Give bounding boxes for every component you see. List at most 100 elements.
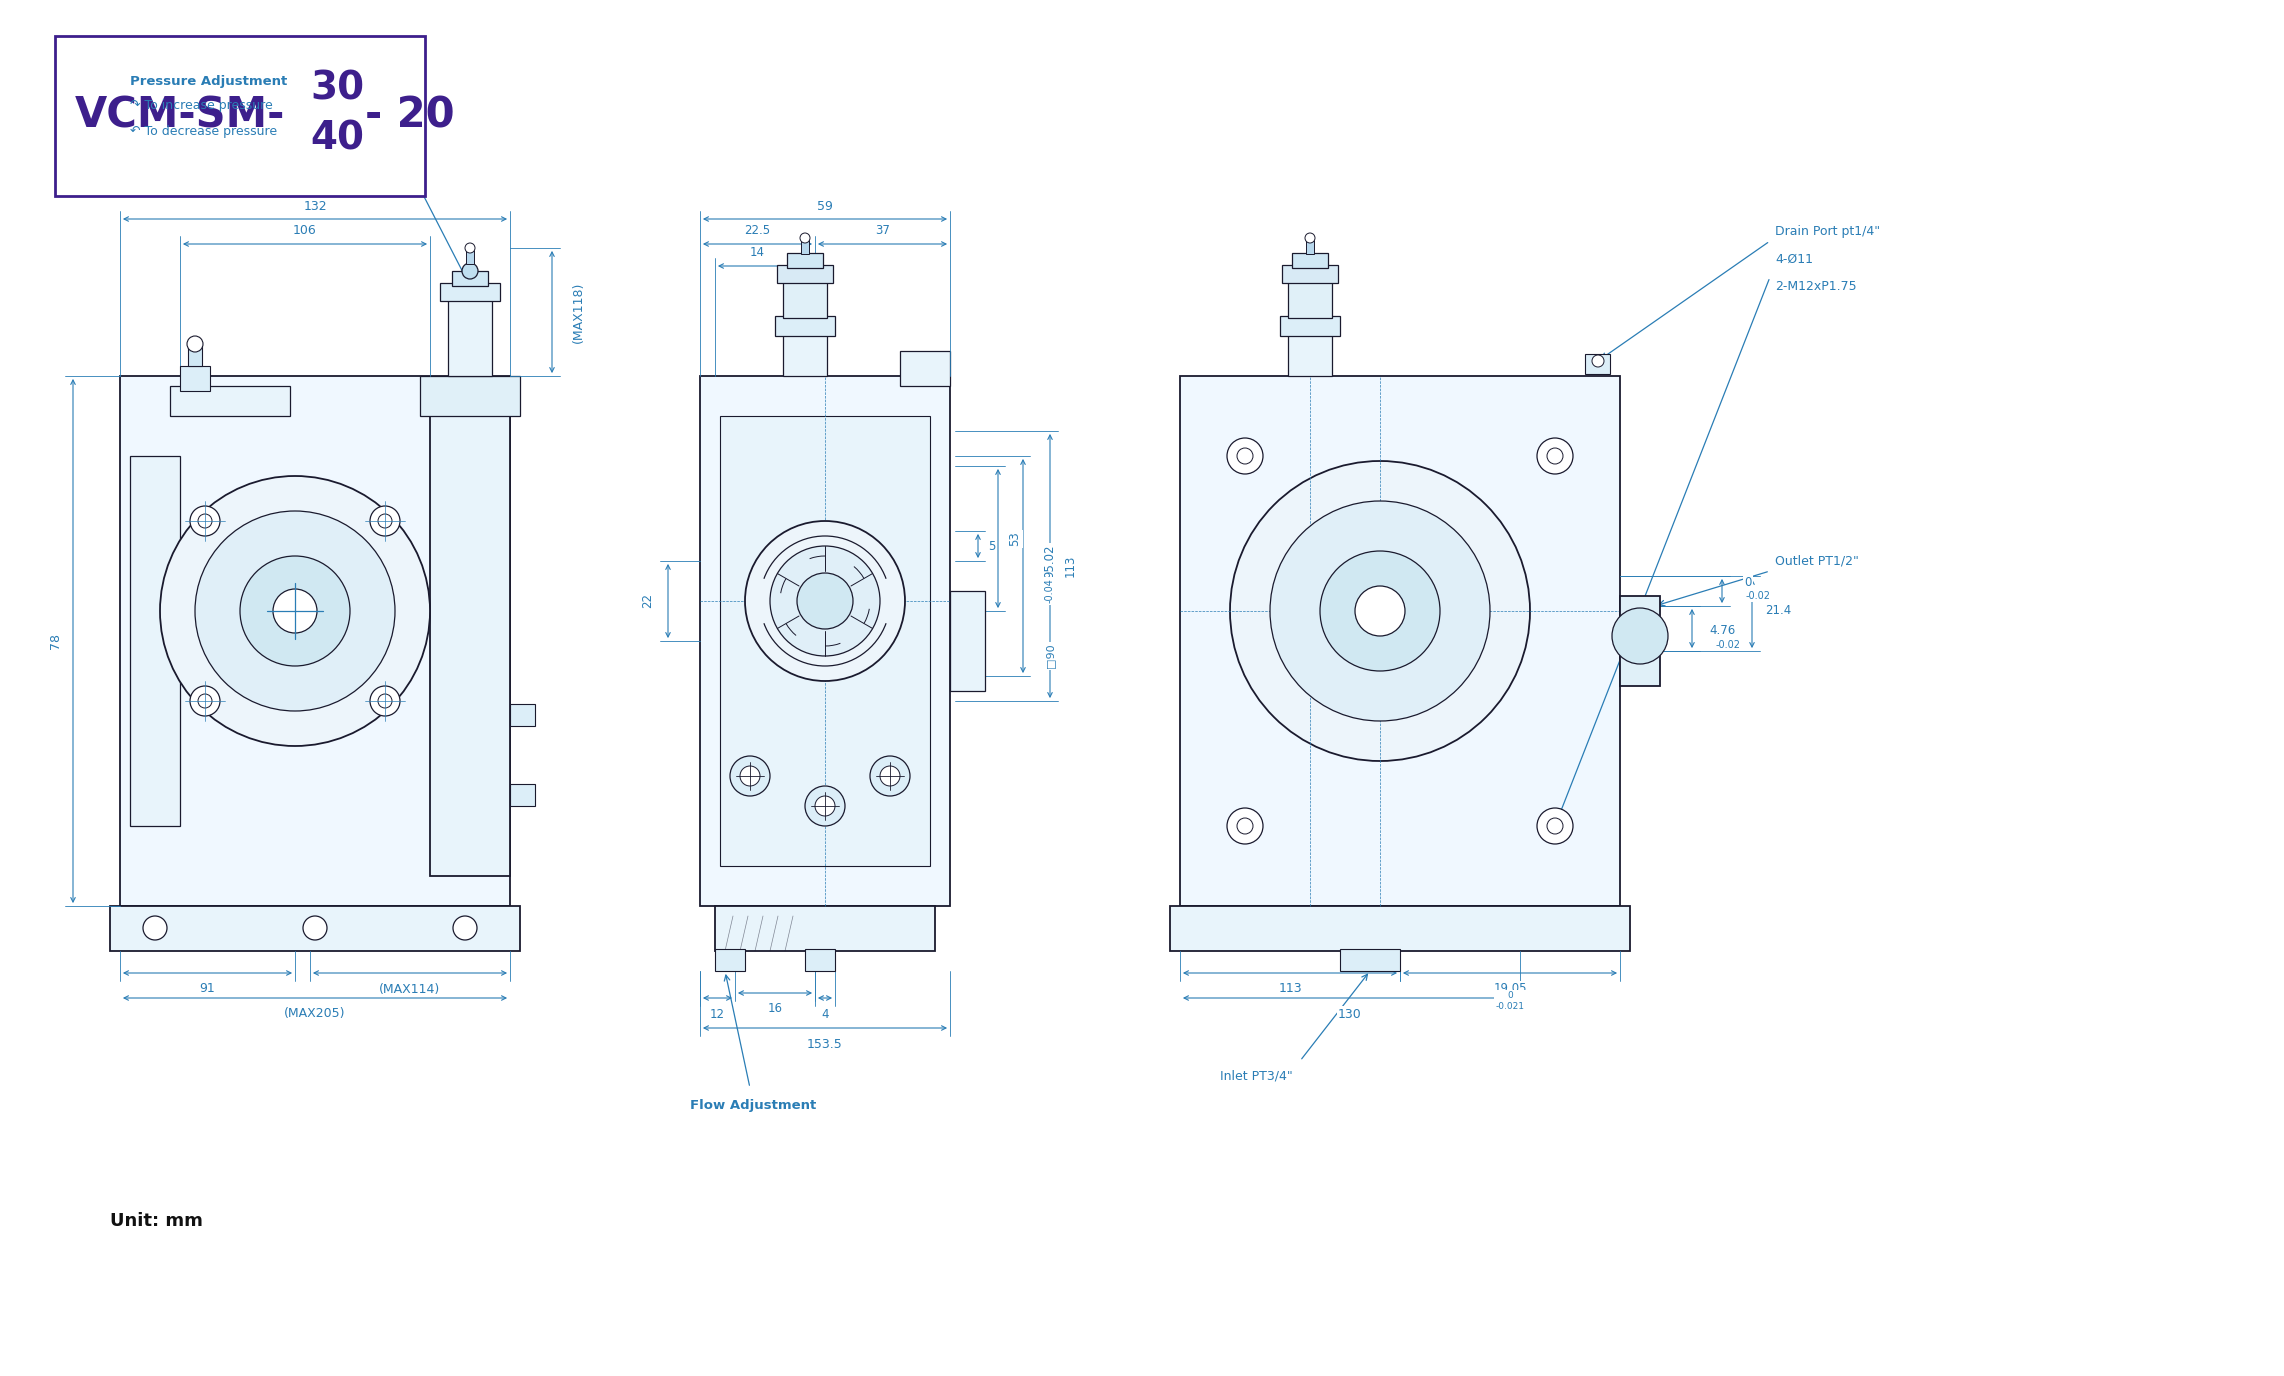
Circle shape — [1546, 817, 1562, 834]
Text: 2-M12xP1.75: 2-M12xP1.75 — [1775, 281, 1857, 293]
Text: 53: 53 — [1010, 531, 1021, 546]
Bar — [452, 271, 489, 286]
Circle shape — [370, 506, 400, 537]
Text: 40: 40 — [311, 118, 363, 157]
Text: 153.5: 153.5 — [806, 1038, 843, 1050]
Circle shape — [377, 694, 393, 709]
Circle shape — [1537, 438, 1574, 473]
Bar — [448, 296, 491, 376]
Circle shape — [452, 916, 477, 940]
Bar — [429, 406, 509, 877]
Bar — [1169, 905, 1631, 951]
Text: -0.04: -0.04 — [1046, 578, 1055, 604]
Circle shape — [1320, 550, 1439, 671]
Text: 4-Ø11: 4-Ø11 — [1775, 253, 1813, 266]
Text: ↶ To decrease pressure: ↶ To decrease pressure — [130, 124, 276, 138]
Bar — [1619, 596, 1660, 687]
Circle shape — [1546, 449, 1562, 464]
Text: 130: 130 — [1338, 1007, 1361, 1021]
Circle shape — [240, 556, 349, 666]
Circle shape — [1227, 808, 1263, 843]
Circle shape — [1304, 233, 1316, 244]
Text: Outlet PT1/2": Outlet PT1/2" — [1775, 555, 1859, 567]
Bar — [1288, 332, 1332, 376]
Text: □90: □90 — [1046, 644, 1055, 669]
Bar — [900, 351, 950, 387]
Bar — [777, 266, 834, 283]
Circle shape — [804, 786, 845, 826]
Text: 78: 78 — [48, 633, 62, 649]
Text: 22.5: 22.5 — [745, 224, 770, 238]
Bar — [1279, 316, 1341, 336]
Bar — [804, 949, 836, 971]
Bar — [783, 332, 827, 376]
Text: -0.02: -0.02 — [1715, 640, 1740, 649]
Circle shape — [1354, 586, 1405, 636]
Text: 30: 30 — [311, 69, 363, 107]
Bar — [466, 250, 475, 264]
Circle shape — [740, 766, 761, 786]
Bar — [715, 905, 934, 951]
Text: Pressure Adjustment: Pressure Adjustment — [130, 74, 288, 88]
Bar — [1293, 253, 1327, 268]
Circle shape — [304, 916, 327, 940]
Circle shape — [770, 546, 879, 656]
Circle shape — [745, 522, 904, 681]
Text: 91: 91 — [199, 982, 215, 995]
Circle shape — [1613, 608, 1667, 665]
Bar — [1181, 376, 1619, 905]
Circle shape — [1238, 817, 1254, 834]
Bar — [1288, 279, 1332, 318]
Text: (MAX114): (MAX114) — [379, 982, 441, 995]
Text: 132: 132 — [304, 200, 327, 212]
Circle shape — [199, 515, 212, 528]
Bar — [715, 949, 745, 971]
Text: VCM-SM-: VCM-SM- — [75, 95, 286, 138]
Circle shape — [1227, 438, 1263, 473]
Bar — [169, 387, 290, 416]
Bar — [420, 376, 521, 416]
Circle shape — [799, 233, 811, 244]
Circle shape — [274, 589, 317, 633]
Text: 5: 5 — [989, 539, 996, 553]
Circle shape — [194, 510, 395, 711]
Circle shape — [1537, 808, 1574, 843]
Text: 0: 0 — [1745, 577, 1752, 589]
Text: Unit: mm: Unit: mm — [110, 1212, 203, 1230]
Circle shape — [144, 916, 167, 940]
Text: (MAX205): (MAX205) — [283, 1007, 345, 1021]
Circle shape — [797, 572, 852, 629]
Circle shape — [1592, 355, 1603, 367]
Bar — [180, 366, 210, 391]
Bar — [774, 316, 836, 336]
Circle shape — [879, 766, 900, 786]
Text: 4.76: 4.76 — [1708, 625, 1736, 637]
Bar — [1306, 239, 1313, 255]
Text: 113: 113 — [1279, 982, 1302, 995]
Bar — [187, 345, 201, 366]
Bar — [1341, 949, 1400, 971]
Bar — [509, 705, 534, 727]
Text: 19.05: 19.05 — [1494, 982, 1526, 995]
Bar — [110, 905, 521, 951]
Circle shape — [190, 687, 219, 716]
Circle shape — [461, 263, 477, 279]
Text: 12: 12 — [710, 1007, 724, 1021]
Text: 106: 106 — [292, 224, 317, 238]
Circle shape — [370, 687, 400, 716]
Circle shape — [731, 755, 770, 795]
Text: 95.02: 95.02 — [1044, 545, 1057, 578]
Text: (MAX118): (MAX118) — [571, 281, 585, 343]
Bar — [950, 592, 984, 691]
Bar — [1585, 354, 1610, 374]
Bar — [1281, 266, 1338, 283]
Circle shape — [466, 244, 475, 253]
Bar — [699, 376, 950, 905]
Bar — [788, 253, 822, 268]
Text: ↷ To increase pressure: ↷ To increase pressure — [130, 99, 272, 113]
Text: 16: 16 — [767, 1003, 783, 1015]
Circle shape — [870, 755, 909, 795]
Circle shape — [377, 515, 393, 528]
Text: 22: 22 — [642, 593, 656, 608]
Circle shape — [199, 694, 212, 709]
